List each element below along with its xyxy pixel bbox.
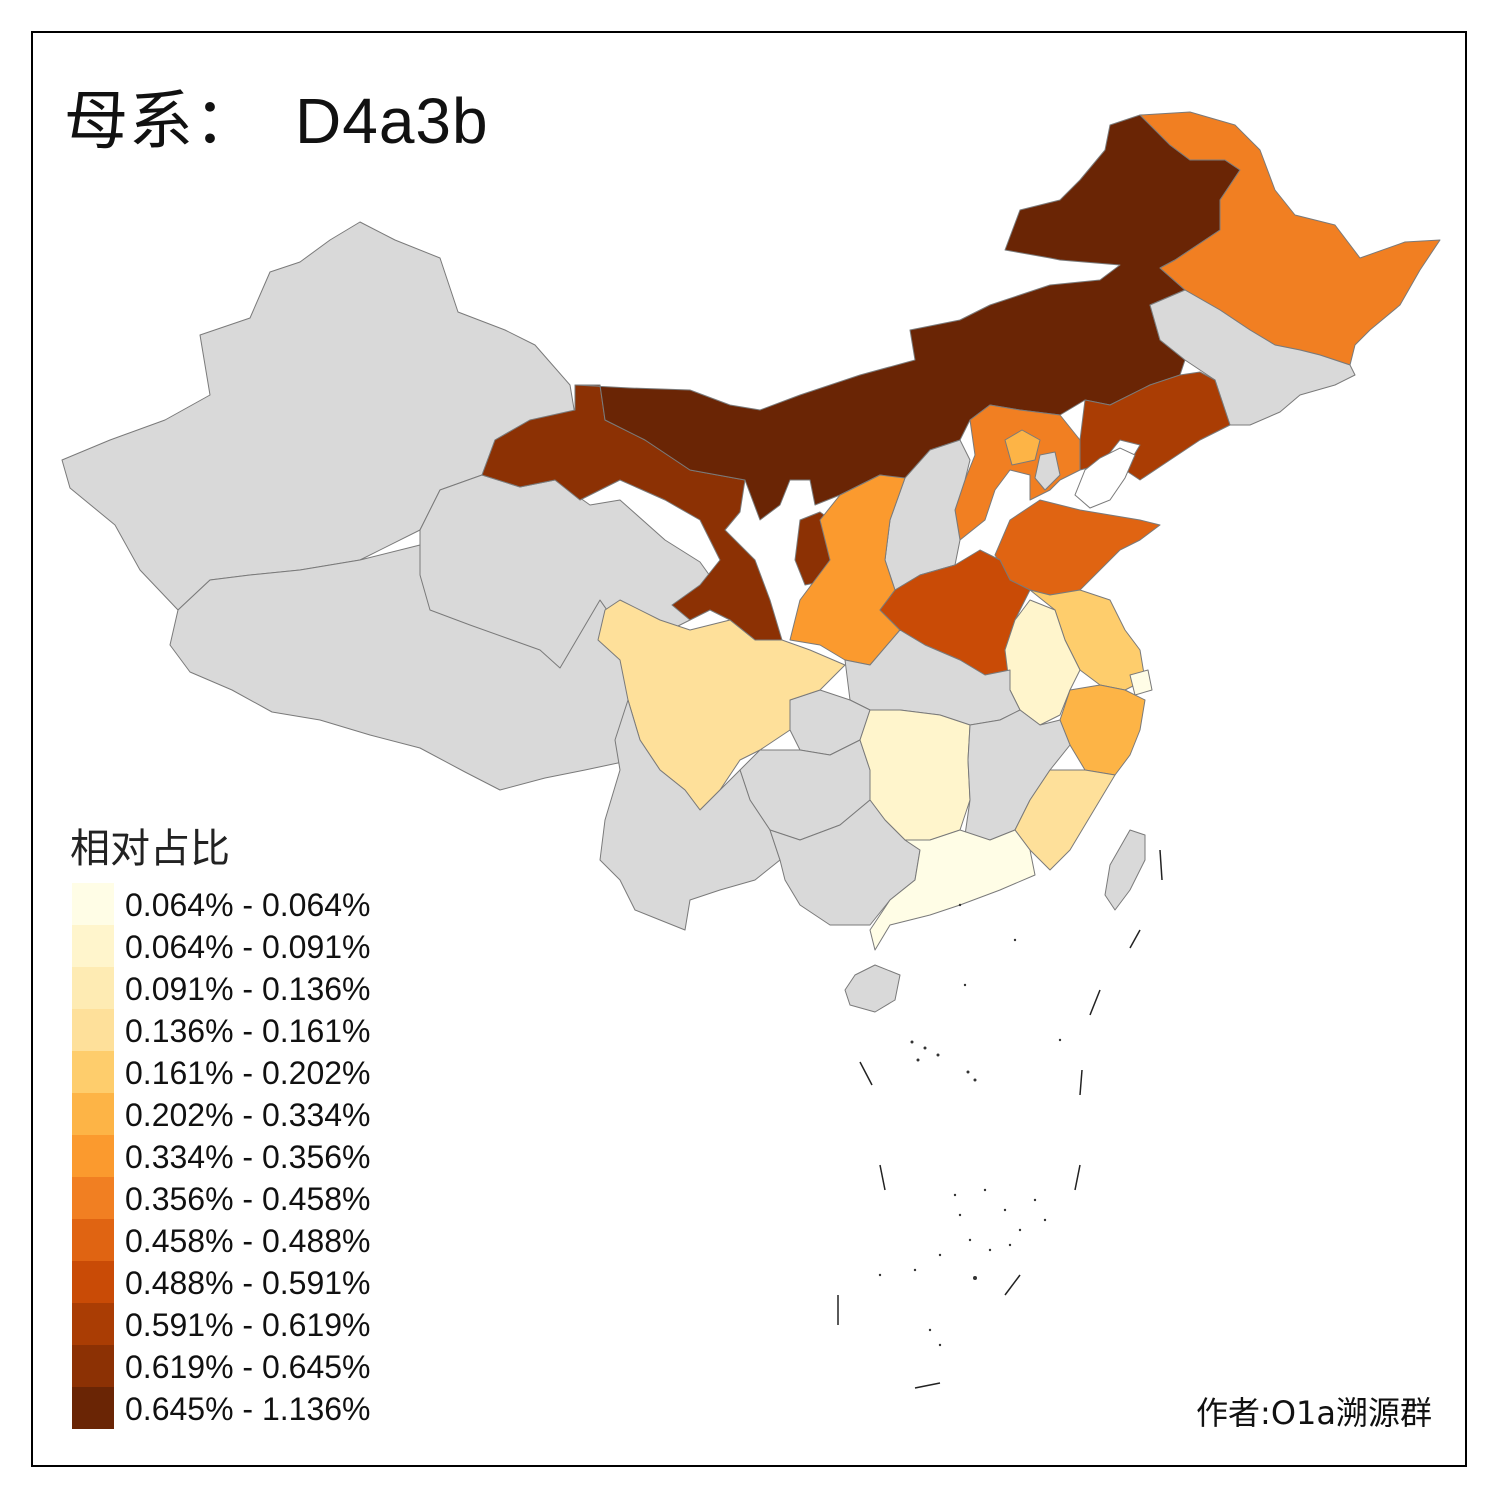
legend-item: 0.064% - 0.064%: [72, 883, 432, 925]
legend-item: 0.334% - 0.356%: [72, 1135, 432, 1177]
legend-label: 0.091% - 0.136%: [125, 971, 371, 1007]
legend-item: 0.619% - 0.645%: [72, 1345, 432, 1387]
legend-label: 0.645% - 1.136%: [125, 1391, 371, 1427]
legend-swatch: [72, 883, 114, 925]
region-taiwan: [1104, 829, 1146, 911]
author-credit: 作者:O1a溯源群: [1196, 1394, 1432, 1432]
legend-label: 0.619% - 0.645%: [125, 1349, 371, 1385]
map-title: 母系： D4a3b: [64, 70, 489, 162]
region-yunnan: [599, 699, 781, 931]
legend-swatch: [72, 1345, 114, 1387]
legend-swatch: [72, 1261, 114, 1303]
legend-swatch: [72, 1135, 114, 1177]
region-zhejiang: [1059, 684, 1146, 776]
legend-label: 0.161% - 0.202%: [125, 1055, 371, 1091]
region-fujian: [1014, 769, 1116, 871]
legend-item: 0.458% - 0.488%: [72, 1219, 432, 1261]
legend-label: 0.064% - 0.064%: [125, 887, 371, 923]
legend-swatch: [72, 1303, 114, 1345]
region-jilin: [1149, 289, 1356, 426]
region-hainan: [844, 964, 901, 1013]
legend-title: 相对占比: [70, 826, 230, 872]
region-beijing: [1004, 429, 1041, 466]
title-haplogroup: D4a3b: [295, 85, 489, 157]
legend-label: 0.064% - 0.091%: [125, 929, 371, 965]
legend-item: 0.645% - 1.136%: [72, 1387, 432, 1429]
legend-item: 0.591% - 0.619%: [72, 1303, 432, 1345]
region-shanghai: [1129, 669, 1153, 696]
bohai-sea: [1074, 447, 1136, 509]
legend-label: 0.334% - 0.356%: [125, 1139, 371, 1175]
legend-label: 0.591% - 0.619%: [125, 1307, 371, 1343]
legend-swatch: [72, 967, 114, 1009]
legend-label: 0.458% - 0.488%: [125, 1223, 371, 1259]
legend-item: 0.161% - 0.202%: [72, 1051, 432, 1093]
legend-item: 0.091% - 0.136%: [72, 967, 432, 1009]
legend-swatch: [72, 1387, 114, 1429]
title-prefix: 母系：: [64, 85, 259, 159]
legend-label: 0.488% - 0.591%: [125, 1265, 371, 1301]
region-tianjin: [1034, 451, 1061, 491]
legend-swatch: [72, 925, 114, 967]
legend-swatch: [72, 1177, 114, 1219]
legend-item: 0.356% - 0.458%: [72, 1177, 432, 1219]
legend-swatch: [72, 1009, 114, 1051]
legend-swatch: [72, 1093, 114, 1135]
legend-label: 0.356% - 0.458%: [125, 1181, 371, 1217]
south-china-sea-islands: [878, 903, 1062, 1347]
legend-item: 0.202% - 0.334%: [72, 1093, 432, 1135]
legend-swatch: [72, 1051, 114, 1093]
legend-item: 0.136% - 0.161%: [72, 1009, 432, 1051]
legend-swatch: [72, 1219, 114, 1261]
legend-label: 0.202% - 0.334%: [125, 1097, 371, 1133]
legend-item: 0.488% - 0.591%: [72, 1261, 432, 1303]
legend-item: 0.064% - 0.091%: [72, 925, 432, 967]
region-shandong: [994, 499, 1161, 596]
south-china-sea-lines: [837, 849, 1163, 1389]
legend-label: 0.136% - 0.161%: [125, 1013, 371, 1049]
